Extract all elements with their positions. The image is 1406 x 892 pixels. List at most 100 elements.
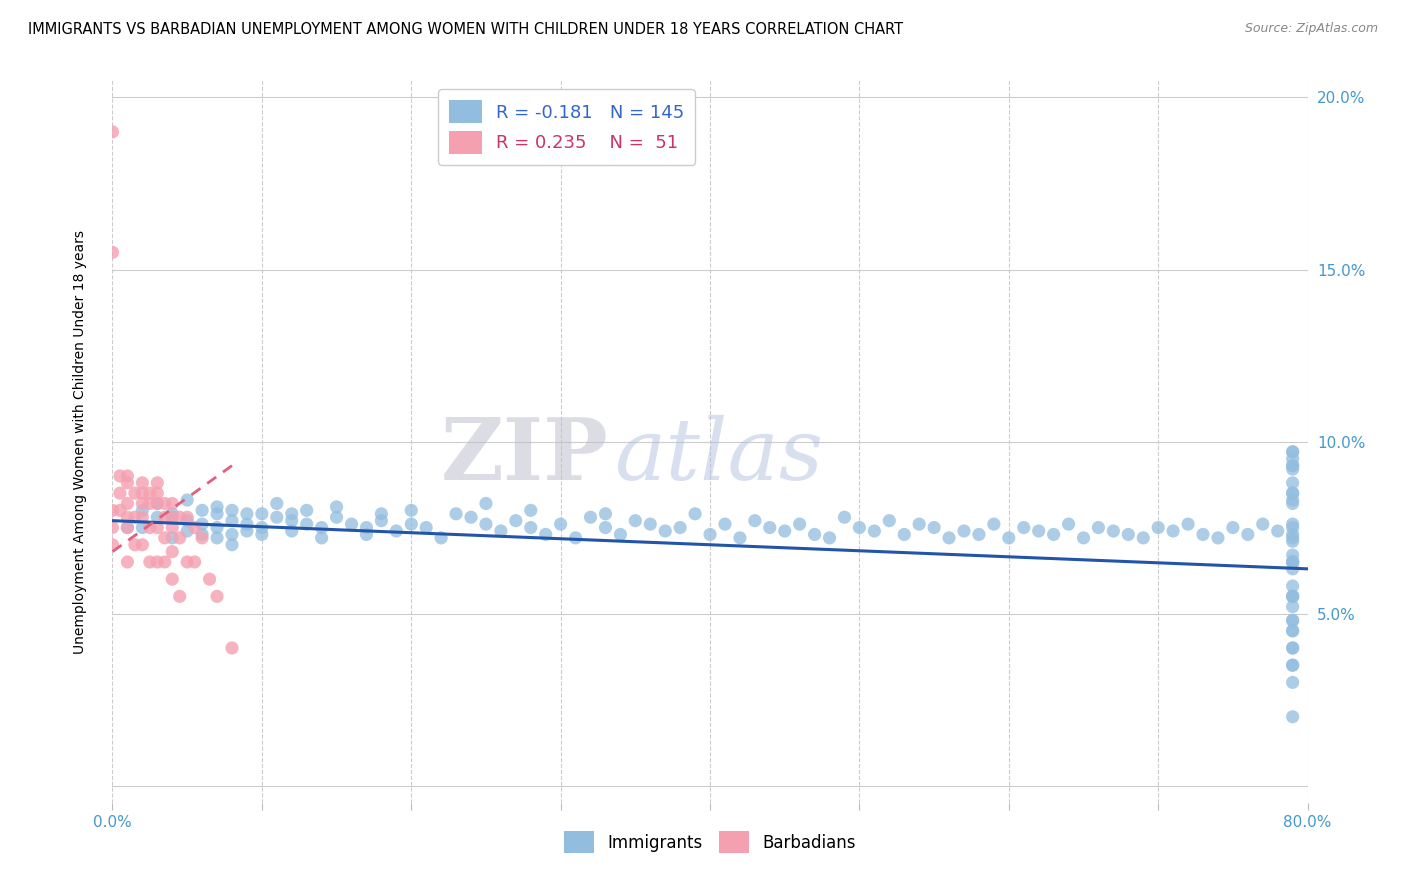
Point [146,475,169,490]
Point [1281,527,1303,541]
Point [146,520,169,534]
Point [1281,658,1303,673]
Point [520,503,543,517]
Point [1281,458,1303,473]
Point [325,500,347,514]
Point [169,590,191,604]
Point [221,640,243,655]
Point [818,531,841,545]
Point [117,555,139,569]
Point [205,531,228,545]
Point [953,524,976,538]
Point [139,496,162,510]
Point [236,524,259,538]
Point [205,590,228,604]
Point [101,538,124,552]
Point [162,510,183,524]
Point [444,507,467,521]
Point [198,572,221,586]
Point [266,510,288,524]
Point [1073,531,1095,545]
Point [773,524,796,538]
Point [609,527,631,541]
Point [1267,524,1289,538]
Point [1281,614,1303,628]
Point [1281,590,1303,604]
Point [153,555,176,569]
Point [139,486,162,500]
Point [1206,531,1229,545]
Point [205,520,228,534]
Point [1281,486,1303,500]
Point [1281,675,1303,690]
Point [1281,562,1303,576]
Point [1147,520,1170,534]
Point [1281,590,1303,604]
Legend: Immigrants, Barbadians: Immigrants, Barbadians [557,825,863,860]
Point [505,514,527,528]
Point [908,517,931,532]
Point [863,524,886,538]
Point [1281,517,1303,532]
Point [595,520,617,534]
Point [124,486,146,500]
Point [1281,520,1303,534]
Point [579,510,602,524]
Point [1281,710,1303,724]
Point [564,531,586,545]
Point [1237,527,1260,541]
Point [311,520,333,534]
Point [356,520,378,534]
Point [967,527,990,541]
Point [1102,524,1125,538]
Point [983,517,1005,532]
Point [370,507,392,521]
Point [848,520,870,534]
Point [108,469,131,483]
Point [101,503,124,517]
Point [1281,579,1303,593]
Point [1281,548,1303,562]
Point [266,496,288,510]
Point [1192,527,1215,541]
Point [1281,531,1303,545]
Point [311,531,333,545]
Point [117,475,139,490]
Point [250,527,273,541]
Point [176,555,198,569]
Point [1281,445,1303,459]
Point [176,493,198,508]
Point [169,510,191,524]
Point [728,531,751,545]
Point [803,527,825,541]
Point [162,507,183,521]
Point [153,531,176,545]
Point [101,245,124,260]
Point [1281,590,1303,604]
Point [385,524,408,538]
Point [1281,458,1303,473]
Point [250,507,273,521]
Point [281,507,304,521]
Point [124,538,146,552]
Point [1281,624,1303,638]
Point [1281,555,1303,569]
Point [534,527,557,541]
Text: Source: ZipAtlas.com: Source: ZipAtlas.com [1244,22,1378,36]
Point [146,486,169,500]
Point [176,510,198,524]
Point [1281,555,1303,569]
Point [162,520,183,534]
Point [1281,624,1303,638]
Point [1118,527,1140,541]
Point [834,510,856,524]
Point [162,510,183,524]
Point [221,538,243,552]
Point [162,531,183,545]
Point [124,510,146,524]
Point [221,503,243,517]
Point [1057,517,1080,532]
Point [131,510,153,524]
Point [146,510,169,524]
Text: IMMIGRANTS VS BARBADIAN UNEMPLOYMENT AMONG WOMEN WITH CHILDREN UNDER 18 YEARS CO: IMMIGRANTS VS BARBADIAN UNEMPLOYMENT AMO… [28,22,903,37]
